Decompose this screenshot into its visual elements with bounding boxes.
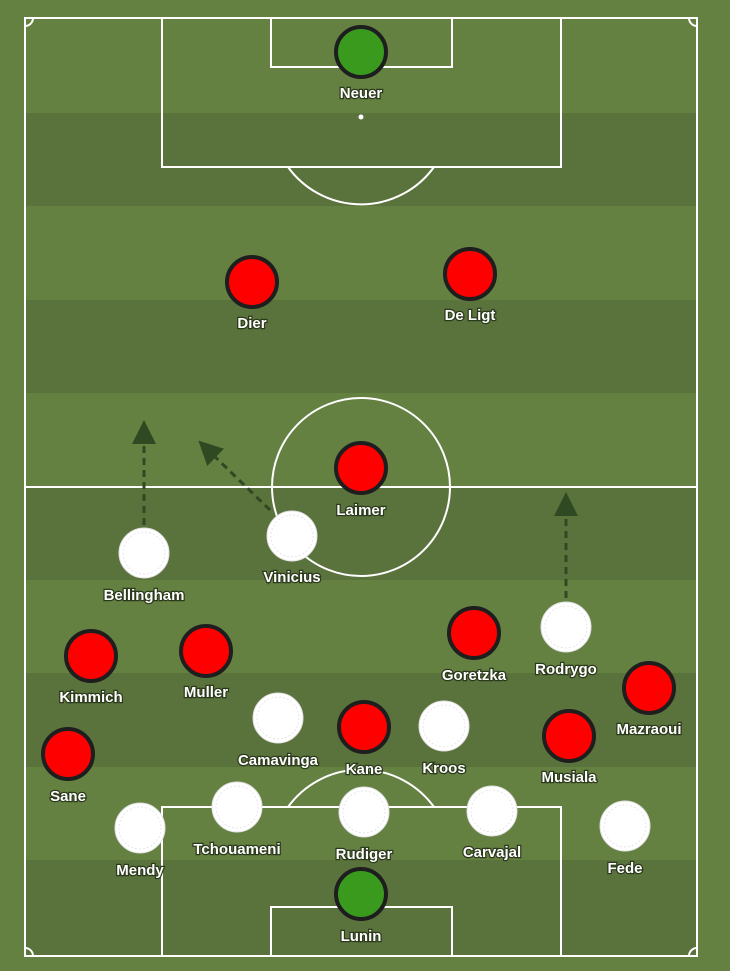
player-marker (540, 601, 592, 653)
player-marker (334, 25, 388, 79)
player-bellingham[interactable]: Bellingham (102, 527, 186, 605)
player-sane[interactable]: Sane (41, 727, 95, 806)
player-marker (252, 692, 304, 744)
player-name: Kane (346, 761, 383, 778)
player-name: Bellingham (104, 587, 185, 604)
players: Neuer Dier De Ligt Laimer Bellingham Vinicius… (41, 25, 683, 946)
player-marker (542, 709, 596, 763)
player-marker (443, 247, 497, 301)
player-marker (266, 510, 318, 562)
player-name: Kroos (422, 760, 465, 777)
player-muller[interactable]: Muller (179, 624, 233, 702)
player-name: Tchouameni (193, 841, 280, 858)
player-marker (599, 800, 651, 852)
player-marker (41, 727, 95, 781)
player-name: Goretzka (442, 667, 507, 684)
player-marker (338, 786, 390, 838)
player-kroos[interactable]: Kroos (418, 700, 470, 778)
player-de-ligt[interactable]: De Ligt (443, 247, 497, 325)
player-mendy[interactable]: Mendy (114, 802, 166, 880)
player-marker (211, 781, 263, 833)
player-marker (179, 624, 233, 678)
player-marker (118, 527, 170, 579)
player-name: Carvajal (463, 844, 521, 861)
player-rodrygo[interactable]: Rodrygo (534, 601, 598, 679)
pitch-stripe (25, 300, 697, 393)
player-name: Laimer (336, 502, 385, 519)
player-name: Muller (184, 684, 228, 701)
player-name: Rudiger (336, 846, 393, 863)
pitch-stripe (25, 113, 697, 206)
pitch-markings (24, 17, 698, 957)
player-fede[interactable]: Fede (599, 800, 651, 878)
player-name: Mendy (116, 862, 164, 879)
player-mazraoui[interactable]: Mazraoui (615, 661, 683, 739)
player-marker (334, 867, 388, 921)
player-marker (418, 700, 470, 752)
player-lunin[interactable]: Lunin (334, 867, 388, 946)
player-marker (622, 661, 676, 715)
player-name: Rodrygo (535, 661, 597, 678)
player-marker (466, 785, 518, 837)
player-name: Camavinga (238, 752, 319, 769)
player-marker (447, 606, 501, 660)
player-carvajal[interactable]: Carvajal (462, 785, 522, 862)
player-marker (334, 441, 388, 495)
player-name: Lunin (341, 928, 382, 945)
player-laimer[interactable]: Laimer (334, 441, 388, 520)
player-marker (337, 700, 391, 754)
player-name: Fede (607, 860, 642, 877)
movement-arrows (132, 420, 578, 598)
player-dier[interactable]: Dier (225, 255, 279, 333)
player-camavinga[interactable]: Camavinga (237, 692, 320, 770)
player-kane[interactable]: Kane (337, 700, 391, 779)
player-name: Neuer (340, 85, 383, 102)
player-kimmich[interactable]: Kimmich (58, 629, 124, 707)
pitch-stripe (25, 206, 697, 300)
player-vinicius[interactable]: Vinicius (262, 510, 322, 587)
player-name: Sane (50, 788, 86, 805)
player-name: Mazraoui (616, 721, 681, 738)
player-marker (64, 629, 118, 683)
player-goretzka[interactable]: Goretzka (441, 606, 508, 685)
player-marker (225, 255, 279, 309)
player-name: Vinicius (263, 569, 320, 586)
player-name: De Ligt (445, 307, 496, 324)
run-arrow (198, 440, 272, 512)
player-musiala[interactable]: Musiala (540, 709, 598, 787)
player-marker (114, 802, 166, 854)
player-name: Dier (237, 315, 266, 332)
player-name: Musiala (541, 769, 597, 786)
player-neuer[interactable]: Neuer (334, 25, 388, 103)
player-tchouameni[interactable]: Tchouameni (192, 781, 282, 859)
player-name: Kimmich (59, 689, 122, 706)
player-rudiger[interactable]: Rudiger (334, 786, 394, 864)
